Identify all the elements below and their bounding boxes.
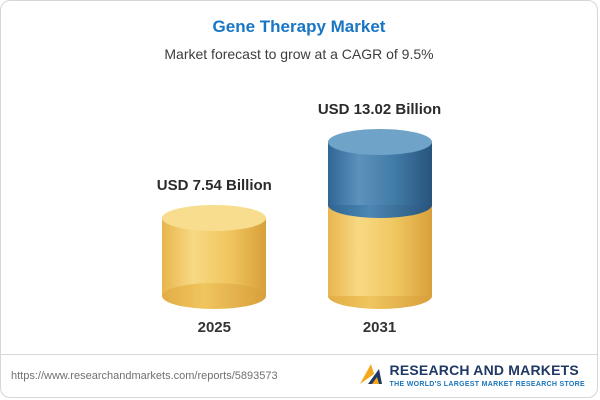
source-url: https://www.researchandmarkets.com/repor…	[11, 370, 278, 382]
cylinder-2025-bottom-cap	[162, 283, 267, 309]
chart-area: USD 7.54 Billion 2025 USD 13.02 Billion …	[1, 62, 597, 354]
brand-tagline: THE WORLD'S LARGEST MARKET RESEARCH STOR…	[389, 380, 585, 388]
brand-logo-icon	[358, 361, 384, 392]
cylinder-2031-gold-body	[327, 205, 432, 296]
cylinder-2031	[327, 129, 432, 309]
bar-column-2031: USD 13.02 Billion 2031	[318, 101, 441, 336]
chart-subtitle: Market forecast to grow at a CAGR of 9.5…	[164, 46, 434, 62]
chart-header: Gene Therapy Market Market forecast to g…	[1, 1, 597, 62]
footer-bar: https://www.researchandmarkets.com/repor…	[1, 354, 597, 397]
cylinder-2025	[162, 205, 267, 309]
researchandmarkets-logo: RESEARCH AND MARKETS THE WORLD'S LARGEST…	[358, 361, 585, 392]
year-label-2031: 2031	[362, 319, 397, 336]
year-label-2025: 2025	[197, 319, 231, 336]
value-label-2025: USD 7.54 Billion	[156, 177, 272, 194]
value-label-2031: USD 13.02 Billion	[317, 101, 442, 118]
brand-text-block: RESEARCH AND MARKETS THE WORLD'S LARGEST…	[390, 363, 585, 388]
cylinder-2031-top-cap	[327, 129, 432, 155]
bar-column-2025: USD 7.54 Billion 2025	[157, 177, 272, 336]
brand-name: RESEARCH AND MARKETS	[389, 362, 579, 379]
cylinder-2025-top-cap	[162, 205, 267, 231]
chart-title: Gene Therapy Market	[212, 17, 386, 36]
